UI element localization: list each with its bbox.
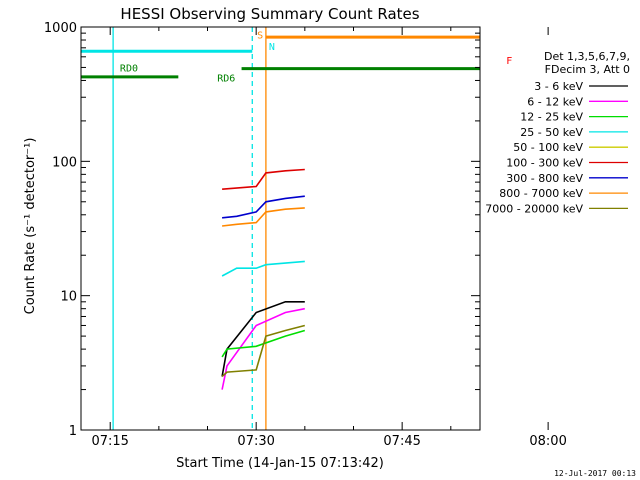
y-tick-label: 10 bbox=[60, 290, 77, 305]
legend-label: 25 - 50 keV bbox=[520, 126, 583, 139]
footer-date: 12-Jul-2017 00:13 bbox=[554, 469, 636, 478]
series-line bbox=[221, 300, 305, 377]
x-tick-label: 07:15 bbox=[91, 434, 128, 449]
flag-label: RD0 bbox=[120, 63, 138, 74]
chart-title: HESSI Observing Summary Count Rates bbox=[120, 5, 419, 23]
x-tick-label: 07:30 bbox=[237, 434, 274, 449]
y-tick-label: 1 bbox=[69, 424, 77, 439]
series-line bbox=[222, 168, 305, 190]
flag-label: RD6 bbox=[217, 74, 235, 85]
legend-label: 300 - 800 keV bbox=[506, 172, 583, 185]
legend-label: 3 - 6 keV bbox=[534, 80, 583, 93]
legend-label: 7000 - 20000 keV bbox=[485, 202, 583, 215]
x-tick-label: 07:45 bbox=[383, 434, 420, 449]
flag-label: N bbox=[269, 42, 275, 53]
series-line bbox=[221, 324, 305, 378]
legend-label: 6 - 12 keV bbox=[527, 95, 583, 108]
legend-label: 100 - 300 keV bbox=[506, 157, 583, 170]
x-axis-label: Start Time (14-Jan-15 07:13:42) bbox=[176, 456, 384, 471]
legend-label: 50 - 100 keV bbox=[513, 141, 583, 154]
y-axis-label: Count Rate (s⁻¹ detector⁻¹) bbox=[23, 138, 38, 315]
series-line bbox=[222, 195, 305, 219]
y-tick-label: 1000 bbox=[44, 21, 77, 36]
legend-label: 12 - 25 keV bbox=[520, 111, 583, 124]
plot-frame bbox=[80, 26, 481, 431]
series-line bbox=[221, 329, 306, 358]
series-line bbox=[221, 260, 305, 277]
y-tick-label: 100 bbox=[52, 155, 77, 170]
legend-label: 800 - 7000 keV bbox=[499, 187, 583, 200]
series-line bbox=[222, 207, 305, 227]
flag-label: S bbox=[257, 30, 263, 41]
legend-header: Det 1,3,5,6,7,9, bbox=[544, 50, 630, 63]
x-tick-label: 08:00 bbox=[529, 434, 566, 449]
legend-header: FDecim 3, Att 0 bbox=[545, 63, 630, 76]
flag-label: F bbox=[506, 56, 512, 67]
